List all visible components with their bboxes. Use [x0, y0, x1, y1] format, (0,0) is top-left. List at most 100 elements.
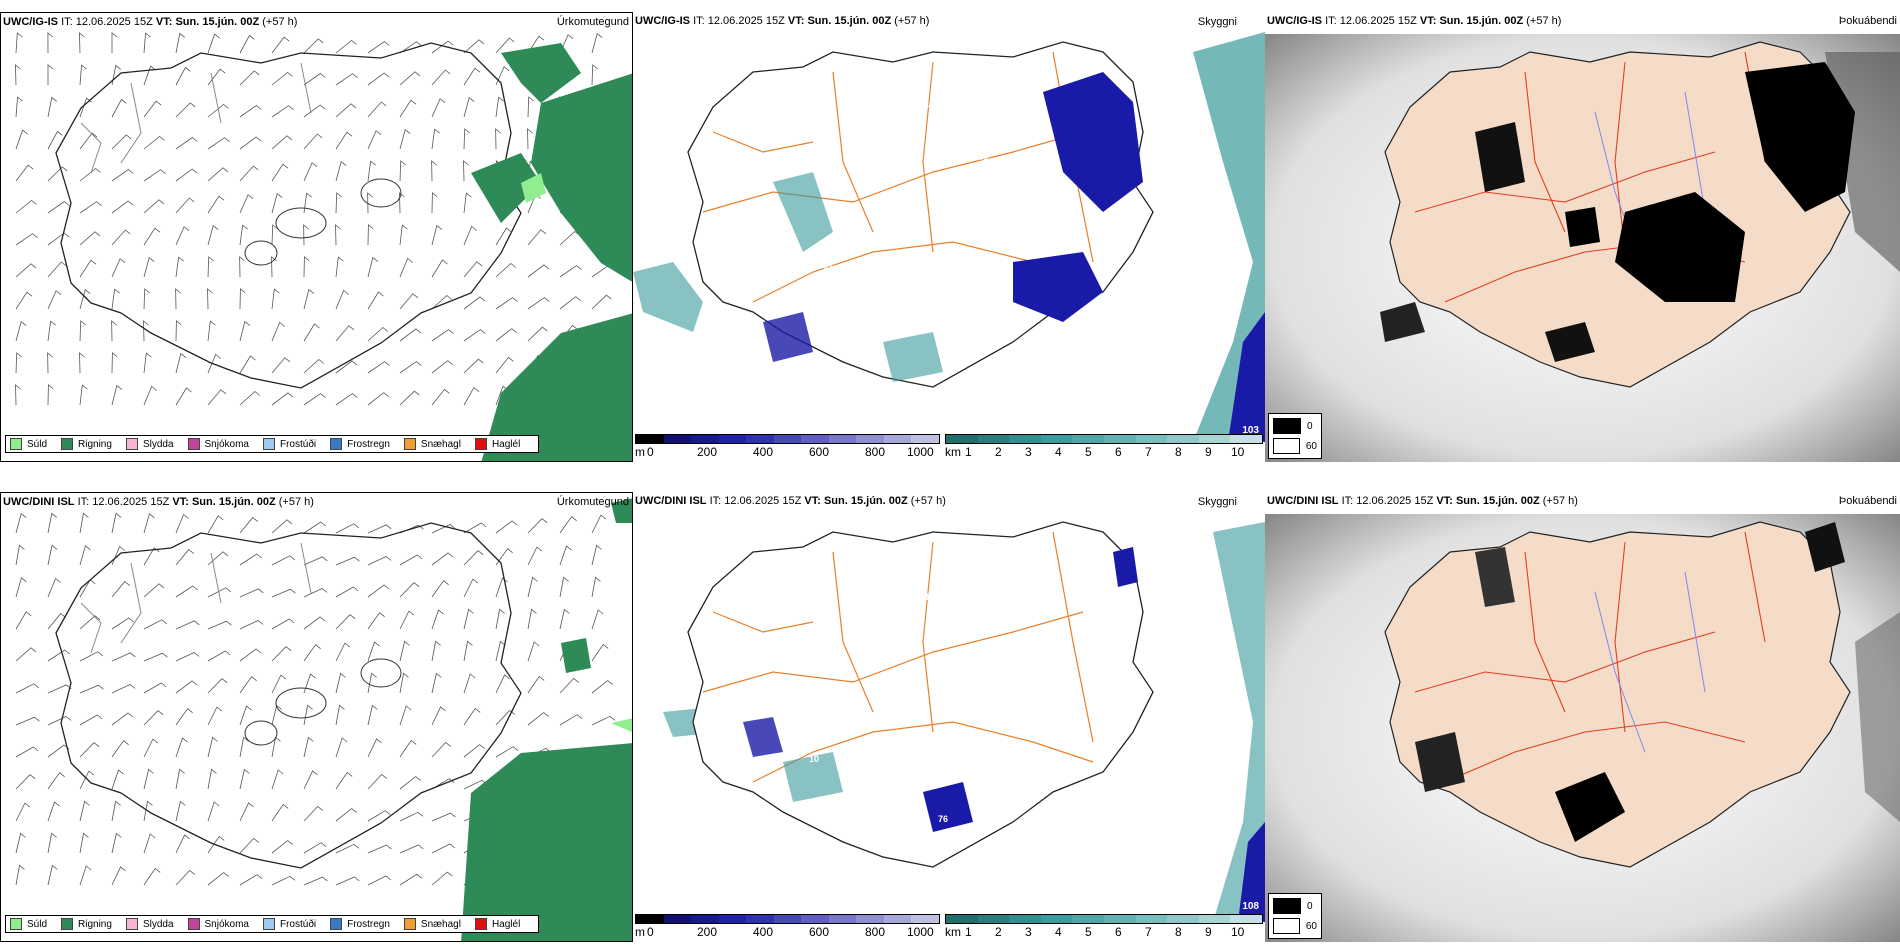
wind-barb	[367, 584, 390, 598]
wind-barb	[15, 352, 22, 374]
legend-swatch	[474, 438, 487, 450]
wind-barb	[207, 103, 229, 118]
wind-barb	[431, 778, 455, 790]
wind-barb	[207, 801, 220, 822]
wind-barb	[79, 865, 92, 886]
wind-barb	[239, 104, 262, 118]
wind-barb	[175, 387, 192, 406]
wind-barb	[143, 227, 161, 246]
wind-barb	[399, 776, 421, 790]
wind-barb	[399, 844, 424, 854]
legend-item: Slydda	[125, 438, 174, 450]
wind-barb	[79, 320, 86, 342]
ceiling-label: 12	[925, 592, 935, 602]
wind-barb	[367, 556, 392, 566]
ceiling-label: 08	[931, 566, 941, 576]
wind-barb	[111, 32, 118, 53]
wind-barb	[239, 256, 245, 278]
wind-barb	[335, 224, 341, 246]
wind-barb	[431, 871, 453, 886]
ceiling-colorbar: m 0 200 400 600 800 1000	[635, 914, 940, 939]
wind-barb	[495, 608, 505, 630]
wind-barb	[175, 585, 198, 598]
wind-barb	[431, 128, 440, 150]
wind-barb	[271, 646, 292, 662]
wind-barb	[79, 132, 98, 150]
wind-barb	[79, 64, 87, 86]
wind-barb	[15, 544, 25, 566]
wind-barb	[143, 352, 152, 374]
precip-legend: Súld Rigning Slydda Snjókoma Frostúði Fr…	[5, 435, 540, 453]
wind-barb	[431, 640, 441, 662]
wind-barb	[559, 608, 570, 630]
wind-barb	[431, 812, 456, 822]
legend-swatch	[403, 918, 416, 930]
wind-barb	[175, 226, 190, 246]
precip-panel-top: UWC/IG-IS IT: 12.06.2025 15Z VT: Sun. 15…	[0, 12, 633, 462]
wind-barb	[335, 843, 360, 854]
wind-barb	[399, 328, 422, 342]
wind-barb	[367, 875, 392, 886]
wind-barb	[175, 513, 189, 534]
panel-title: UWC/DINI ISL IT: 12.06.2025 15Z VT: Sun.…	[1267, 495, 1578, 507]
wind-barb	[111, 168, 134, 182]
wind-barb	[15, 199, 37, 214]
wind-barb	[431, 40, 454, 54]
wind-barb	[15, 746, 39, 758]
wind-barb	[399, 610, 415, 630]
legend-item: Snæhagl	[403, 438, 461, 450]
wind-barb	[431, 294, 453, 310]
wind-barb	[175, 352, 187, 374]
wind-barb	[335, 614, 356, 630]
wind-barb	[111, 832, 122, 854]
wind-barb	[431, 524, 456, 534]
wind-barb	[207, 736, 218, 758]
wind-barb	[495, 674, 510, 694]
wind-barb	[271, 769, 284, 790]
ceiling-label: 00	[985, 639, 995, 649]
wind-barb	[143, 800, 153, 822]
wind-barb	[303, 842, 327, 854]
wind-barb	[239, 34, 255, 54]
wind-barb	[495, 520, 518, 534]
wind-barb	[367, 612, 385, 630]
legend-swatch	[403, 438, 416, 450]
wind-barb	[399, 257, 413, 278]
wind-barb	[303, 521, 326, 534]
wind-barb	[303, 588, 328, 598]
panel-type-label: Skyggni	[1197, 16, 1237, 28]
wind-barb	[495, 577, 508, 598]
ceiling-label: 62	[933, 149, 943, 159]
wind-barb	[367, 291, 384, 310]
wind-barb	[15, 864, 25, 886]
wind-barb	[271, 840, 293, 854]
wind-barb	[207, 137, 230, 150]
wind-barb	[78, 32, 85, 54]
wind-barb	[303, 770, 318, 790]
wind-barb	[495, 66, 510, 86]
wind-barb	[463, 358, 484, 374]
wind-barb	[495, 356, 514, 374]
wind-barb	[303, 616, 326, 630]
wind-barb	[591, 715, 616, 726]
wind-barb	[335, 103, 357, 118]
fog-panel-bottom: UWC/DINI ISL IT: 12.06.2025 15Z VT: Sun.…	[1265, 492, 1900, 942]
wind-barb	[175, 737, 188, 758]
wind-barb	[15, 263, 37, 278]
wind-barb	[207, 515, 224, 534]
precip-panel-bottom: UWC/DINI ISL IT: 12.06.2025 15Z VT: Sun.…	[0, 492, 633, 942]
wind-barb	[15, 129, 28, 150]
wind-barb	[15, 32, 23, 54]
wind-barb	[335, 808, 357, 822]
ceiling-label: 10	[809, 754, 819, 764]
wind-barb	[463, 744, 485, 758]
wind-barb	[207, 195, 225, 214]
wind-barb	[15, 164, 34, 182]
wind-barb	[239, 136, 262, 150]
wind-barb	[463, 97, 475, 118]
wind-barb	[399, 390, 420, 406]
wind-barb	[463, 329, 486, 342]
legend-swatch	[1273, 438, 1300, 454]
wind-barb	[335, 73, 358, 86]
wind-barb	[47, 130, 63, 150]
